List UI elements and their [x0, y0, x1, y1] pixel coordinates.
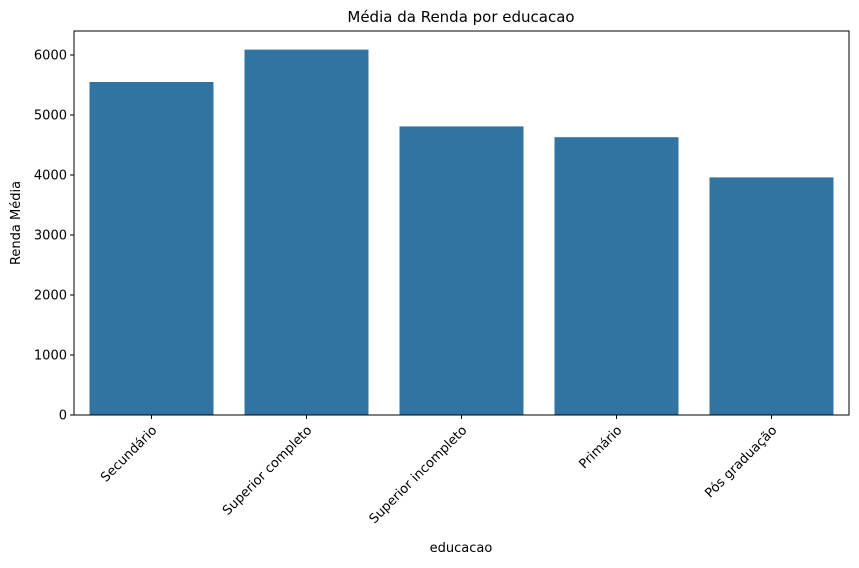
- plot-frame: [73, 30, 850, 416]
- y-tick-label: 0: [59, 409, 67, 424]
- bars-layer: [89, 49, 834, 416]
- x-ticks-layer: Secundário Superior completo Superior inco…: [98, 415, 780, 527]
- x-tick-label: Superior incompleto: [367, 423, 471, 527]
- x-tick-label: Pós graduação: [702, 423, 780, 501]
- axis-spines: [73, 30, 850, 416]
- bar: [89, 82, 214, 415]
- bar: [244, 49, 369, 415]
- y-tick-label: 1000: [34, 349, 67, 364]
- chart-title: Média da Renda por educacao: [347, 8, 574, 26]
- x-tick-label: Secundário: [98, 423, 160, 485]
- bar: [709, 177, 834, 415]
- bar: [554, 137, 679, 415]
- y-tick-label: 5000: [34, 109, 67, 124]
- y-tick-label: 2000: [34, 289, 67, 304]
- y-tick-label: 6000: [34, 49, 67, 64]
- y-axis-title: Renda Média: [9, 181, 24, 265]
- bar: [399, 126, 524, 416]
- x-tick-label: Superior completo: [220, 423, 315, 518]
- x-axis-title: educacao: [430, 541, 493, 556]
- y-ticks-layer: 0 1000 2000 3000 4000 5000 6000: [34, 49, 74, 424]
- y-tick-label: 4000: [34, 169, 67, 184]
- y-tick-label: 3000: [34, 229, 67, 244]
- x-tick-label: Primário: [576, 423, 625, 472]
